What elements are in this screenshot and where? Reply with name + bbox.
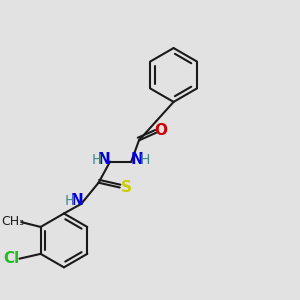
Text: H: H: [64, 194, 75, 208]
Text: Cl: Cl: [4, 251, 20, 266]
Text: N: N: [98, 152, 111, 167]
Text: H: H: [140, 153, 150, 166]
Text: N: N: [131, 152, 143, 167]
Text: N: N: [71, 194, 84, 208]
Text: S: S: [121, 180, 132, 195]
Text: O: O: [154, 123, 168, 138]
Text: CH₃: CH₃: [1, 215, 24, 228]
Text: H: H: [92, 153, 102, 166]
